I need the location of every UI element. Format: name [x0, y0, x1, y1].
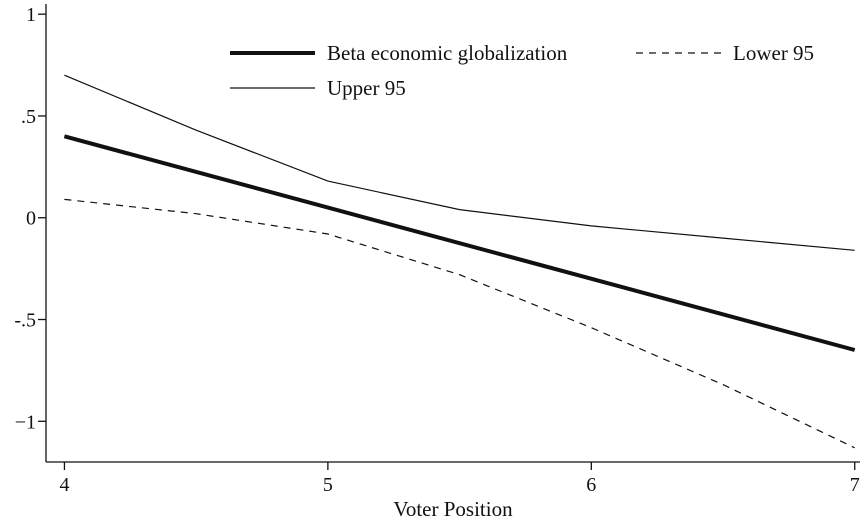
y-tick-label: .5 — [21, 106, 36, 128]
legend-label: Upper 95 — [327, 76, 406, 100]
x-axis-ticks: 4 5 6 7 — [59, 462, 860, 496]
series-line-thin-solid — [64, 74, 855, 251]
x-tick-label: 6 — [586, 474, 596, 496]
legend-label: Lower 95 — [733, 41, 814, 65]
y-tick-label: 1 — [26, 4, 36, 26]
legend-label: Beta economic globalization — [327, 41, 568, 65]
legend: Beta economic globalization Lower 95 Upper… — [230, 41, 814, 100]
y-tick-label: -.5 — [14, 310, 36, 332]
x-axis-title: Voter Position — [393, 497, 513, 521]
y-tick-label: 0 — [26, 208, 36, 230]
series-line-thick-solid — [63, 134, 856, 352]
x-tick-label: 7 — [850, 474, 860, 496]
x-tick-label: 5 — [323, 474, 333, 496]
y-tick-label: −1 — [15, 411, 36, 433]
series-line-dashed — [64, 198, 855, 449]
y-axis-ticks: 1 .5 0 -.5 −1 — [14, 4, 46, 433]
plot-lines — [63, 74, 856, 449]
x-tick-label: 4 — [59, 474, 69, 496]
